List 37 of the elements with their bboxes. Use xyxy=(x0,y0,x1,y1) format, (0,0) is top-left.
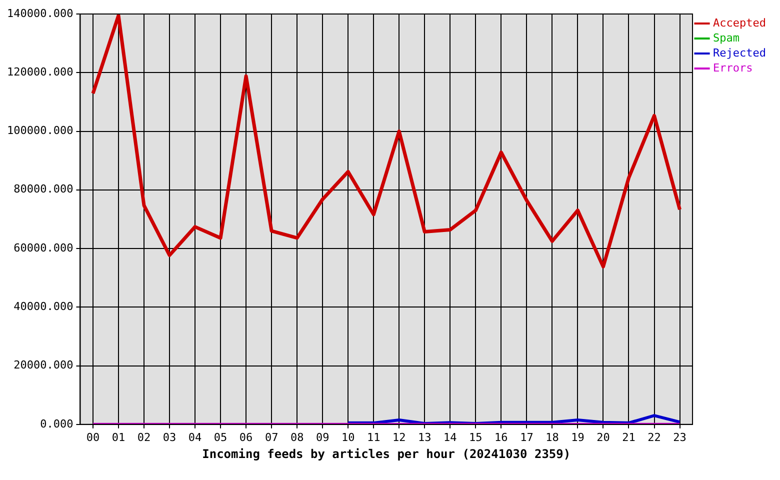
x-tick-label: 22 xyxy=(648,430,661,444)
x-tick-label: 15 xyxy=(469,430,482,444)
x-tick-label: 09 xyxy=(316,430,330,444)
y-tick-label: 80000.000 xyxy=(14,182,74,196)
x-tick-label: 05 xyxy=(214,430,228,444)
y-tick-label: 60000.000 xyxy=(14,241,74,254)
x-tick-label: 13 xyxy=(418,430,432,444)
x-tick-label: 18 xyxy=(546,430,559,444)
x-tick-label: 06 xyxy=(239,430,253,444)
x-tick-label: 02 xyxy=(137,430,151,444)
y-tick-label: 100000.000 xyxy=(6,124,74,138)
x-tick-label: 01 xyxy=(112,430,126,444)
x-tick-label: 20 xyxy=(596,430,610,444)
x-tick-label: 00 xyxy=(86,430,100,444)
x-tick-label: 21 xyxy=(622,430,636,444)
x-tick-label: 23 xyxy=(673,430,686,444)
x-tick-label: 14 xyxy=(444,430,458,444)
y-tick-label: 20000.000 xyxy=(14,358,74,372)
x-tick-label: 07 xyxy=(264,430,278,444)
x-tick-label: 04 xyxy=(188,430,202,444)
legend-label: Errors xyxy=(713,61,753,74)
x-tick-label: 03 xyxy=(162,430,176,444)
x-tick-label: 19 xyxy=(571,430,584,444)
x-tick-label: 17 xyxy=(520,430,534,444)
x-tick-label: 08 xyxy=(290,430,304,444)
legend-label: Accepted xyxy=(713,16,766,30)
x-tick-label: 12 xyxy=(392,430,406,444)
y-tick-label: 140000.000 xyxy=(6,6,74,20)
x-tick-label: 10 xyxy=(341,430,355,444)
legend-label: Spam xyxy=(713,31,740,44)
legend-label: Rejected xyxy=(713,46,766,60)
y-tick-label: 0.000 xyxy=(40,417,74,430)
y-tick-label: 120000.000 xyxy=(6,65,74,78)
y-tick-label: 40000.000 xyxy=(14,300,74,313)
x-tick-label: 16 xyxy=(494,430,508,444)
x-tick-label: 11 xyxy=(366,430,380,444)
x-axis-title: Incoming feeds by articles per hour (20241030 2359) xyxy=(202,446,571,461)
